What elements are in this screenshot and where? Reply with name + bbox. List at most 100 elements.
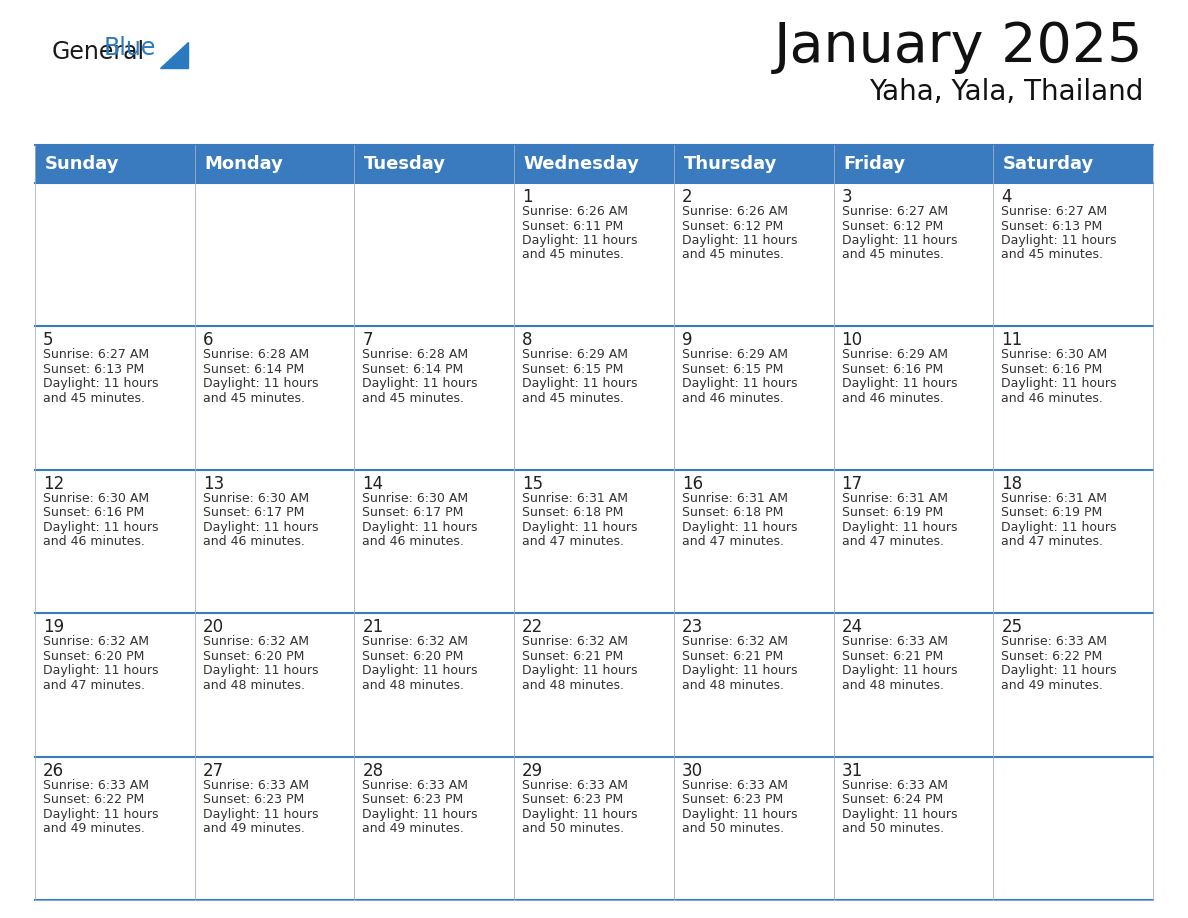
Bar	[674, 613, 834, 756]
Text: Sunset: 6:12 PM: Sunset: 6:12 PM	[841, 219, 943, 232]
Text: Thursday: Thursday	[683, 155, 777, 173]
Text: Sunrise: 6:27 AM: Sunrise: 6:27 AM	[841, 205, 948, 218]
Text: 10: 10	[841, 331, 862, 350]
Text: Wednesday: Wednesday	[524, 155, 639, 173]
Text: and 46 minutes.: and 46 minutes.	[841, 392, 943, 405]
Text: Blue: Blue	[105, 36, 157, 60]
Text: Sunset: 6:18 PM: Sunset: 6:18 PM	[682, 507, 783, 520]
Text: Sunset: 6:13 PM: Sunset: 6:13 PM	[1001, 219, 1102, 232]
Text: Saturday: Saturday	[1003, 155, 1094, 173]
Text: Sunset: 6:18 PM: Sunset: 6:18 PM	[523, 507, 624, 520]
Text: Sunset: 6:19 PM: Sunset: 6:19 PM	[841, 507, 943, 520]
Text: Sunrise: 6:28 AM: Sunrise: 6:28 AM	[203, 349, 309, 362]
Bar	[834, 327, 993, 470]
Text: Daylight: 11 hours: Daylight: 11 hours	[43, 521, 158, 533]
Bar	[195, 183, 354, 327]
Text: Daylight: 11 hours: Daylight: 11 hours	[841, 234, 958, 247]
Bar	[34, 145, 195, 183]
Text: Sunrise: 6:29 AM: Sunrise: 6:29 AM	[523, 349, 628, 362]
Text: 20: 20	[203, 618, 223, 636]
Text: Daylight: 11 hours: Daylight: 11 hours	[362, 377, 478, 390]
Text: and 49 minutes.: and 49 minutes.	[203, 823, 304, 835]
Bar	[834, 756, 993, 900]
Text: Sunset: 6:15 PM: Sunset: 6:15 PM	[682, 363, 783, 375]
Text: and 46 minutes.: and 46 minutes.	[203, 535, 304, 548]
Text: and 48 minutes.: and 48 minutes.	[841, 678, 943, 691]
Text: Sunset: 6:20 PM: Sunset: 6:20 PM	[203, 650, 304, 663]
Text: and 50 minutes.: and 50 minutes.	[523, 823, 624, 835]
Text: Daylight: 11 hours: Daylight: 11 hours	[523, 808, 638, 821]
Text: General: General	[52, 40, 145, 64]
Text: and 47 minutes.: and 47 minutes.	[1001, 535, 1104, 548]
Text: Sunrise: 6:26 AM: Sunrise: 6:26 AM	[523, 205, 628, 218]
Bar	[195, 145, 354, 183]
Text: Daylight: 11 hours: Daylight: 11 hours	[1001, 665, 1117, 677]
Text: 23: 23	[682, 618, 703, 636]
Bar	[674, 327, 834, 470]
Text: and 47 minutes.: and 47 minutes.	[841, 535, 943, 548]
Text: Sunset: 6:23 PM: Sunset: 6:23 PM	[682, 793, 783, 806]
Text: Sunrise: 6:33 AM: Sunrise: 6:33 AM	[362, 778, 468, 791]
Text: Sunrise: 6:31 AM: Sunrise: 6:31 AM	[523, 492, 628, 505]
Text: Yaha, Yala, Thailand: Yaha, Yala, Thailand	[868, 78, 1143, 106]
Bar	[993, 613, 1154, 756]
Bar	[514, 183, 674, 327]
Text: and 46 minutes.: and 46 minutes.	[362, 535, 465, 548]
Text: 2: 2	[682, 188, 693, 206]
Text: and 48 minutes.: and 48 minutes.	[362, 678, 465, 691]
Text: January 2025: January 2025	[773, 20, 1143, 74]
Text: 22: 22	[523, 618, 543, 636]
Text: Sunset: 6:21 PM: Sunset: 6:21 PM	[841, 650, 943, 663]
Text: Daylight: 11 hours: Daylight: 11 hours	[1001, 377, 1117, 390]
Text: and 50 minutes.: and 50 minutes.	[841, 823, 943, 835]
Text: 26: 26	[43, 762, 64, 779]
Text: and 47 minutes.: and 47 minutes.	[682, 535, 784, 548]
Text: Sunrise: 6:30 AM: Sunrise: 6:30 AM	[43, 492, 150, 505]
Text: 21: 21	[362, 618, 384, 636]
Text: Sunset: 6:19 PM: Sunset: 6:19 PM	[1001, 507, 1102, 520]
Text: 8: 8	[523, 331, 532, 350]
Text: Sunset: 6:23 PM: Sunset: 6:23 PM	[523, 793, 624, 806]
Text: 15: 15	[523, 475, 543, 493]
Bar	[993, 327, 1154, 470]
Bar	[34, 613, 195, 756]
Text: and 45 minutes.: and 45 minutes.	[362, 392, 465, 405]
Text: Sunset: 6:20 PM: Sunset: 6:20 PM	[362, 650, 463, 663]
Bar	[674, 145, 834, 183]
Text: Sunset: 6:14 PM: Sunset: 6:14 PM	[203, 363, 304, 375]
Bar	[834, 613, 993, 756]
Text: Daylight: 11 hours: Daylight: 11 hours	[682, 808, 797, 821]
Text: Daylight: 11 hours: Daylight: 11 hours	[362, 521, 478, 533]
Text: Friday: Friday	[843, 155, 905, 173]
Text: Sunset: 6:16 PM: Sunset: 6:16 PM	[841, 363, 943, 375]
Text: Sunset: 6:12 PM: Sunset: 6:12 PM	[682, 219, 783, 232]
Text: and 49 minutes.: and 49 minutes.	[43, 823, 145, 835]
Bar	[834, 183, 993, 327]
Text: 1: 1	[523, 188, 532, 206]
Text: and 45 minutes.: and 45 minutes.	[203, 392, 304, 405]
Text: 12: 12	[43, 475, 64, 493]
Bar	[993, 756, 1154, 900]
Text: Sunset: 6:14 PM: Sunset: 6:14 PM	[362, 363, 463, 375]
Text: 28: 28	[362, 762, 384, 779]
Text: Sunset: 6:20 PM: Sunset: 6:20 PM	[43, 650, 145, 663]
Text: and 49 minutes.: and 49 minutes.	[1001, 678, 1104, 691]
Text: 24: 24	[841, 618, 862, 636]
Bar	[834, 470, 993, 613]
Bar	[195, 327, 354, 470]
Text: and 48 minutes.: and 48 minutes.	[682, 678, 784, 691]
Text: and 45 minutes.: and 45 minutes.	[841, 249, 943, 262]
Bar	[993, 183, 1154, 327]
Text: Sunrise: 6:32 AM: Sunrise: 6:32 AM	[203, 635, 309, 648]
Text: Sunrise: 6:26 AM: Sunrise: 6:26 AM	[682, 205, 788, 218]
Text: 30: 30	[682, 762, 703, 779]
Text: Sunset: 6:23 PM: Sunset: 6:23 PM	[203, 793, 304, 806]
Bar	[354, 183, 514, 327]
Text: Sunrise: 6:32 AM: Sunrise: 6:32 AM	[43, 635, 148, 648]
Bar	[514, 613, 674, 756]
Text: 16: 16	[682, 475, 703, 493]
Bar	[195, 470, 354, 613]
Text: Sunset: 6:16 PM: Sunset: 6:16 PM	[1001, 363, 1102, 375]
Text: and 46 minutes.: and 46 minutes.	[43, 535, 145, 548]
Text: 3: 3	[841, 188, 852, 206]
